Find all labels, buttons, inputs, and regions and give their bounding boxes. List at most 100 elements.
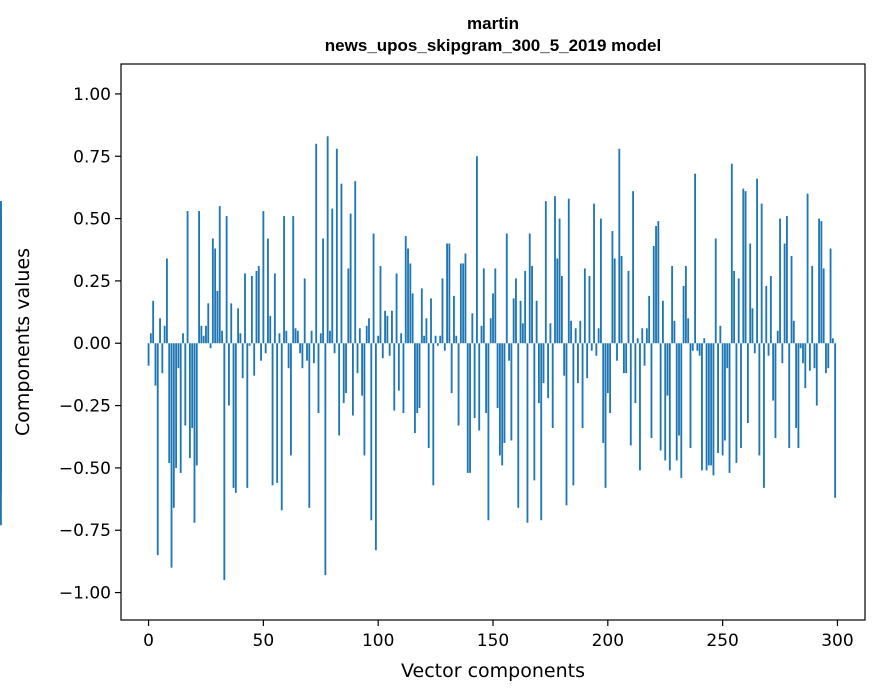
- bar: [267, 238, 269, 344]
- bar: [354, 181, 357, 344]
- bar: [542, 343, 545, 384]
- bar: [154, 343, 157, 386]
- bar: [740, 343, 742, 448]
- bar: [652, 246, 655, 344]
- bar: [517, 343, 520, 508]
- bar: [682, 285, 685, 344]
- bar: [228, 343, 230, 406]
- bar: [211, 238, 214, 344]
- bar: [664, 343, 667, 461]
- bar: [338, 343, 341, 436]
- bar: [214, 248, 217, 344]
- bar: [273, 273, 276, 344]
- bar: [689, 343, 692, 448]
- bar: [632, 191, 634, 344]
- bar: [625, 343, 628, 374]
- bar: [170, 343, 173, 568]
- bar: [790, 255, 793, 344]
- bar: [391, 310, 393, 344]
- bar: [239, 333, 242, 344]
- bar: [457, 343, 460, 426]
- bar: [152, 300, 155, 344]
- bar: [730, 163, 733, 344]
- bar: [540, 343, 543, 521]
- bar: [331, 208, 334, 344]
- bar: [161, 343, 164, 374]
- bar: [641, 328, 644, 344]
- bar: [521, 323, 524, 344]
- bar: [813, 343, 816, 369]
- bar: [462, 263, 465, 344]
- bar: [464, 253, 467, 344]
- bar: [372, 233, 375, 344]
- bar: [312, 343, 315, 364]
- bar: [446, 243, 448, 344]
- bar: [250, 275, 253, 344]
- bar: [512, 298, 515, 344]
- bar: [175, 343, 178, 468]
- bar: [478, 343, 481, 431]
- bar: [618, 148, 621, 344]
- bar: [774, 343, 777, 438]
- bar: [443, 343, 446, 351]
- bar: [519, 300, 522, 344]
- bar: [193, 343, 196, 523]
- bar: [198, 211, 200, 344]
- bar: [726, 343, 729, 369]
- bar: [544, 201, 547, 344]
- bar: [172, 343, 175, 508]
- bar: [363, 343, 366, 456]
- bar: [606, 343, 609, 394]
- bar: [503, 343, 506, 443]
- bar: [772, 343, 775, 401]
- bar: [407, 248, 409, 344]
- bar: [620, 255, 623, 344]
- bar: [374, 343, 377, 551]
- bar: [717, 343, 719, 453]
- bar: [221, 330, 223, 344]
- bar: [489, 318, 492, 344]
- bar: [556, 258, 559, 344]
- bar: [515, 278, 517, 344]
- bar: [177, 343, 180, 369]
- bar: [639, 343, 641, 471]
- bar: [476, 156, 478, 344]
- bar: [441, 278, 444, 344]
- bar: [482, 268, 485, 344]
- bar: [269, 315, 272, 344]
- bar: [714, 238, 717, 344]
- bar: [241, 343, 244, 379]
- bar: [815, 343, 818, 406]
- bar: [283, 216, 285, 344]
- bar: [746, 343, 749, 424]
- bar: [294, 328, 297, 344]
- bar: [345, 343, 347, 394]
- bar: [166, 258, 168, 344]
- bar: [377, 335, 380, 344]
- bar: [524, 270, 527, 344]
- bar: [818, 218, 820, 344]
- bar: [526, 343, 529, 523]
- bar: [179, 343, 182, 473]
- bar: [786, 216, 788, 344]
- bar: [230, 303, 233, 344]
- bar: [149, 333, 152, 344]
- bar: [547, 343, 550, 399]
- bar: [698, 343, 701, 356]
- bar: [436, 343, 439, 346]
- y-tick-label: 0.75: [73, 147, 111, 167]
- bar: [675, 343, 678, 461]
- bar: [792, 320, 795, 344]
- bar: [643, 343, 646, 366]
- bar: [315, 143, 318, 344]
- y-tick-label: 1.00: [73, 85, 111, 105]
- bar: [342, 343, 345, 404]
- bar: [365, 325, 368, 344]
- bar: [597, 328, 600, 344]
- bar: [834, 343, 837, 498]
- bar: [278, 333, 281, 344]
- bar: [414, 343, 416, 434]
- bar: [439, 335, 442, 344]
- bar: [565, 343, 568, 506]
- bar: [655, 226, 657, 344]
